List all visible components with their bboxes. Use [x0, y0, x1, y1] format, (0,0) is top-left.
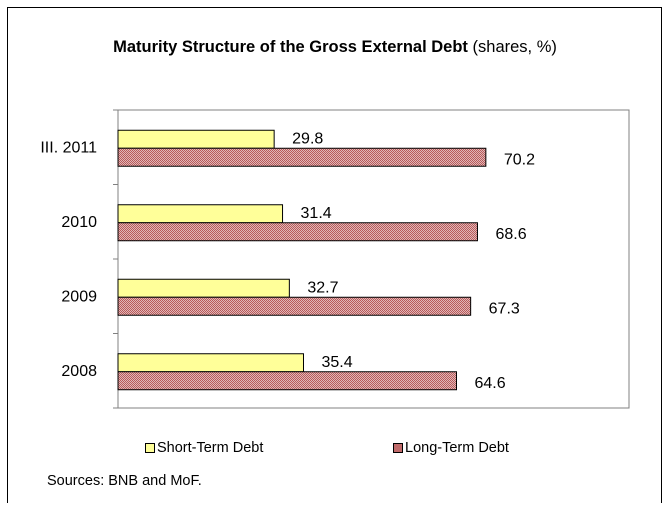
data-label-long-term: 68.6 — [495, 226, 526, 243]
chart-title-units: (shares, %) — [467, 38, 557, 56]
legend-swatch-long-term — [393, 443, 403, 453]
data-label-long-term: 64.6 — [475, 375, 506, 392]
y-tick-label: III. 2011 — [40, 139, 97, 156]
data-label-short-term: 35.4 — [321, 354, 352, 371]
data-label-short-term: 32.7 — [307, 279, 338, 296]
data-label-short-term: 31.4 — [301, 205, 332, 222]
source-note: Sources: BNB and MoF. — [47, 473, 202, 489]
chart-frame — [7, 7, 662, 503]
y-tick-label: 2009 — [61, 288, 97, 305]
data-label-short-term: 29.8 — [292, 130, 323, 147]
bar-long-term — [117, 222, 478, 242]
bar-short-term — [117, 204, 284, 224]
data-label-long-term: 70.2 — [504, 151, 535, 168]
legend-label-long-term: Long-Term Debt — [405, 440, 509, 456]
chart-title-main: Maturity Structure of the Gross External… — [113, 38, 468, 56]
y-tick-label: 2010 — [61, 214, 97, 231]
legend-swatch-short-term — [145, 443, 155, 453]
bar-long-term — [117, 296, 472, 316]
bar-long-term — [117, 147, 487, 167]
bar-short-term — [117, 353, 304, 373]
legend-item-short-term: Short-Term Debt — [145, 440, 263, 456]
legend-item-long-term: Long-Term Debt — [393, 440, 509, 456]
data-label-long-term: 67.3 — [489, 300, 520, 317]
bar-short-term — [117, 278, 290, 298]
bar-short-term — [117, 129, 275, 149]
chart-title: Maturity Structure of the Gross External… — [0, 36, 670, 58]
y-tick-label: 2008 — [61, 363, 97, 380]
bar-long-term — [117, 371, 458, 391]
legend-label-short-term: Short-Term Debt — [157, 440, 264, 456]
